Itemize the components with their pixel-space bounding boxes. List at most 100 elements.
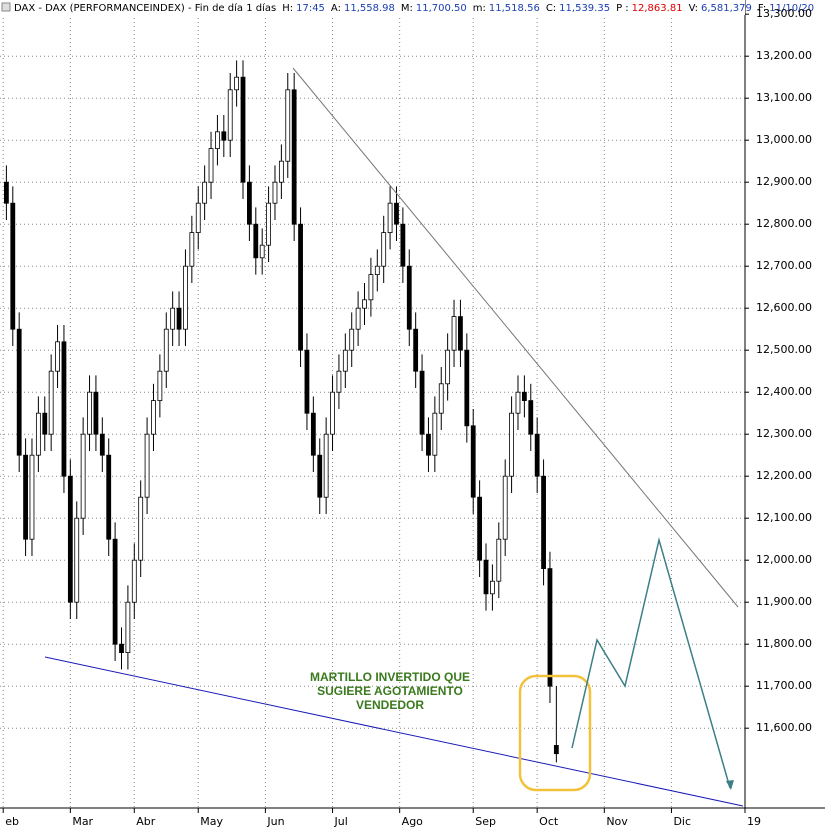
annotation: MARTILLO INVERTIDO QUE [310, 670, 470, 684]
candle-body [330, 391, 335, 435]
header-icon [1, 2, 11, 12]
y-tick-label: 12,300.00 [756, 427, 812, 440]
header-title: DAX - DAX (PERFORMANCEINDEX) - Fin de dí… [14, 2, 276, 14]
candle-body [202, 181, 208, 204]
candle-body [112, 538, 118, 645]
header-label: V: [689, 3, 698, 14]
candle-body [131, 559, 137, 603]
x-tick-label: Jun [266, 815, 284, 828]
candle-body [221, 131, 227, 141]
candle-body [304, 349, 310, 414]
candle-body [451, 316, 457, 351]
candle-body [438, 383, 444, 414]
y-tick-label: 12,000.00 [756, 553, 812, 566]
candle-body [93, 391, 99, 435]
header-value: 12,863.81 [632, 3, 683, 14]
y-tick-label: 13,300.00 [756, 7, 812, 20]
candle-body [470, 425, 476, 498]
candle-body [253, 223, 259, 259]
candle-body [406, 265, 412, 330]
candle-body [342, 349, 348, 372]
candle-body [119, 643, 124, 654]
candle-body [323, 433, 329, 498]
x-tick-label: Abr [136, 815, 156, 828]
y-tick-label: 12,900.00 [756, 175, 812, 188]
candle-body [490, 580, 495, 595]
candle-body [259, 244, 265, 259]
candle-body [458, 316, 463, 351]
candle-body [483, 559, 489, 595]
candle-body [509, 412, 514, 477]
candle-body [80, 433, 86, 519]
candle-body [291, 89, 297, 225]
candle-body [10, 202, 16, 330]
candle-body [477, 496, 483, 561]
candle-body [317, 454, 323, 498]
candle-body [240, 76, 246, 183]
y-tick-label: 12,500.00 [756, 343, 812, 356]
y-tick-label: 11,700.00 [756, 679, 812, 692]
candle-body [445, 349, 451, 385]
header-value: 6,581,379 [701, 3, 752, 14]
candle-body [310, 412, 316, 456]
candle-body [35, 412, 41, 456]
candle-body [515, 391, 521, 414]
candle-body [55, 341, 60, 372]
header-label: F: [758, 3, 766, 14]
candle-body [400, 223, 406, 267]
x-tick-label: Jul [334, 815, 348, 828]
candle-body [547, 568, 553, 687]
candle-body [381, 232, 387, 267]
candle-body [144, 433, 150, 498]
candle-body [163, 328, 169, 372]
header-value: 11,700.50 [416, 3, 467, 14]
candle-body [464, 349, 470, 427]
y-tick-label: 13,100.00 [756, 91, 812, 104]
x-tick-label: Sep [475, 815, 496, 828]
header-bg [0, 0, 745, 15]
candle-body [67, 475, 73, 603]
x-tick-label: Oct [539, 815, 559, 828]
header-label: A: [331, 3, 341, 14]
y-tick-label: 13,200.00 [756, 49, 812, 62]
candle-body [432, 412, 438, 456]
annotation: SUGIERE AGOTAMIENTO [317, 684, 463, 698]
candle-body [183, 265, 188, 330]
candle-body [521, 391, 527, 402]
x-tick-label: May [200, 815, 223, 828]
candle-body [138, 496, 144, 561]
candle-body [87, 391, 92, 435]
candle-body [227, 89, 233, 141]
candle-body [16, 328, 22, 456]
header-label: C: [546, 3, 556, 14]
candle-body [413, 328, 419, 372]
x-tick-label: eb [5, 815, 19, 828]
candle-body [266, 202, 271, 246]
candle-body [336, 370, 342, 393]
header-value: 11,539.35 [559, 3, 610, 14]
annotation: VENDEDOR [356, 698, 424, 712]
header-value: 11,558.98 [344, 3, 395, 14]
candle-body [285, 89, 291, 162]
candle-body [125, 601, 131, 654]
header-label: P : [616, 3, 629, 14]
resistance-line [292, 67, 739, 608]
candle-body [246, 181, 252, 225]
candles [3, 60, 559, 763]
y-tick-label: 11,900.00 [756, 595, 812, 608]
candle-body [170, 307, 176, 330]
candle-body [176, 307, 182, 330]
candle-body [553, 745, 559, 755]
candle-body [374, 265, 380, 276]
candle-body [298, 223, 303, 351]
candle-body [74, 517, 80, 603]
candle-body [157, 370, 163, 402]
candle-body [541, 475, 546, 570]
candle-body [99, 433, 105, 456]
y-tick-label: 12,800.00 [756, 217, 812, 230]
candle-body [387, 202, 393, 233]
y-tick-label: 12,700.00 [756, 259, 812, 272]
candle-body [355, 307, 361, 330]
